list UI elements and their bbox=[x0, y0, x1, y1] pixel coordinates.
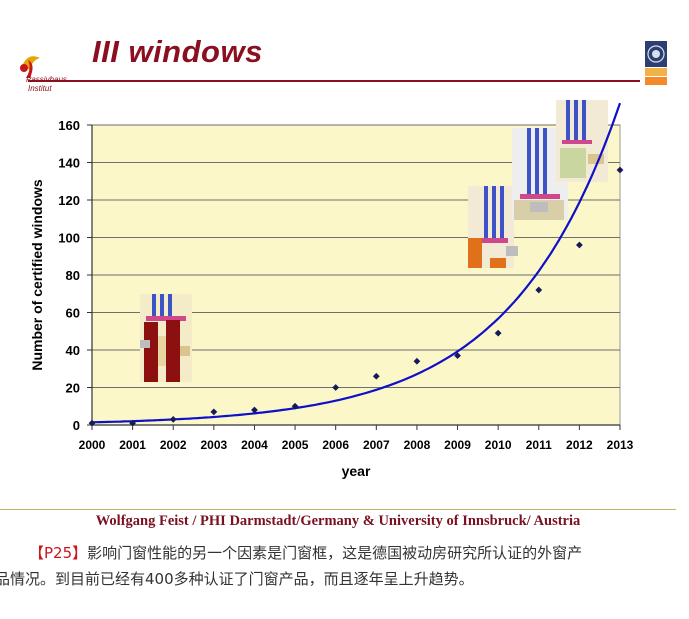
y-tick-label: 160 bbox=[58, 118, 80, 133]
data-point bbox=[332, 384, 340, 391]
x-axis-label: year bbox=[342, 463, 371, 479]
data-point bbox=[251, 406, 258, 414]
caption-line-2: 品情况。到目前已经有400多种认证了门窗产品，而且逐年呈上升趋势。 bbox=[0, 570, 474, 588]
data-point bbox=[575, 241, 583, 249]
caption-tag: 【P25】 bbox=[29, 544, 88, 562]
trend-curve bbox=[91, 102, 622, 424]
data-point bbox=[169, 415, 177, 423]
data-point bbox=[210, 408, 218, 416]
slide-footer: Wolfgang Feist / PHI Darmstadt/Germany &… bbox=[95, 513, 581, 529]
footer-rule bbox=[0, 509, 676, 510]
data-point bbox=[129, 419, 137, 427]
y-tick-label: 60 bbox=[66, 306, 80, 321]
caption-line-1-text: 影响门窗性能的另一个因素是门窗框，这是德国被动房研究所认证的外窗产 bbox=[87, 544, 583, 562]
logo-text-1: Passivhaus bbox=[26, 75, 67, 84]
x-tick-label: 2012 bbox=[566, 438, 593, 452]
y-axis-ticks: 0 20 40 60 80 100 120 140 160 bbox=[58, 118, 93, 433]
x-tick-label: 2002 bbox=[160, 438, 187, 452]
title-rule bbox=[28, 80, 640, 82]
y-tick-label: 100 bbox=[58, 231, 80, 246]
x-tick-label: 2004 bbox=[241, 438, 268, 452]
slide-title: III windows bbox=[92, 34, 263, 69]
x-tick-label: 2013 bbox=[607, 438, 634, 452]
y-tick-label: 120 bbox=[58, 193, 80, 208]
x-tick-label: 2000 bbox=[79, 438, 106, 452]
data-point bbox=[291, 402, 299, 410]
data-point bbox=[88, 419, 96, 427]
x-tick-label: 2001 bbox=[119, 438, 146, 452]
y-tick-label: 80 bbox=[66, 268, 80, 283]
y-tick-label: 0 bbox=[73, 418, 80, 433]
passivhaus-institut-logo: Passivhaus Institut bbox=[20, 56, 67, 93]
caption-line-1: 【P25】影响门窗性能的另一个因素是门窗框，这是德国被动房研究所认证的外窗产 bbox=[0, 540, 689, 566]
x-tick-label: 2009 bbox=[444, 438, 471, 452]
x-tick-label: 2011 bbox=[526, 438, 552, 452]
x-tick-label: 2008 bbox=[404, 438, 431, 452]
window-frame-illustration-2002 bbox=[140, 294, 192, 382]
university-logo bbox=[645, 41, 667, 85]
window-frame-illustration-2010 bbox=[468, 186, 518, 268]
slide: Passivhaus Institut III windows 0 20 40 60 8… bbox=[0, 34, 676, 529]
y-tick-label: 140 bbox=[58, 156, 80, 171]
y-axis-label: Number of certified windows bbox=[29, 179, 45, 371]
x-tick-label: 2005 bbox=[282, 438, 309, 452]
logo-text-2: Institut bbox=[28, 84, 52, 93]
data-point bbox=[372, 372, 380, 380]
data-point bbox=[616, 166, 624, 174]
x-tick-label: 2003 bbox=[200, 438, 227, 452]
window-frame-illustration-2012 bbox=[556, 100, 608, 182]
x-tick-label: 2006 bbox=[322, 438, 349, 452]
x-tick-label: 2007 bbox=[363, 438, 390, 452]
y-tick-label: 20 bbox=[66, 381, 80, 396]
data-point bbox=[494, 329, 502, 337]
caption: 【P25】影响门窗性能的另一个因素是门窗框，这是德国被动房研究所认证的外窗产 品… bbox=[0, 540, 689, 600]
y-tick-label: 40 bbox=[66, 343, 80, 358]
data-point bbox=[413, 357, 421, 365]
x-tick-label: 2010 bbox=[485, 438, 512, 452]
x-axis-ticks: 2000 2001 2002 2003 2004 2005 2006 2007 2008 2009… bbox=[79, 424, 634, 452]
